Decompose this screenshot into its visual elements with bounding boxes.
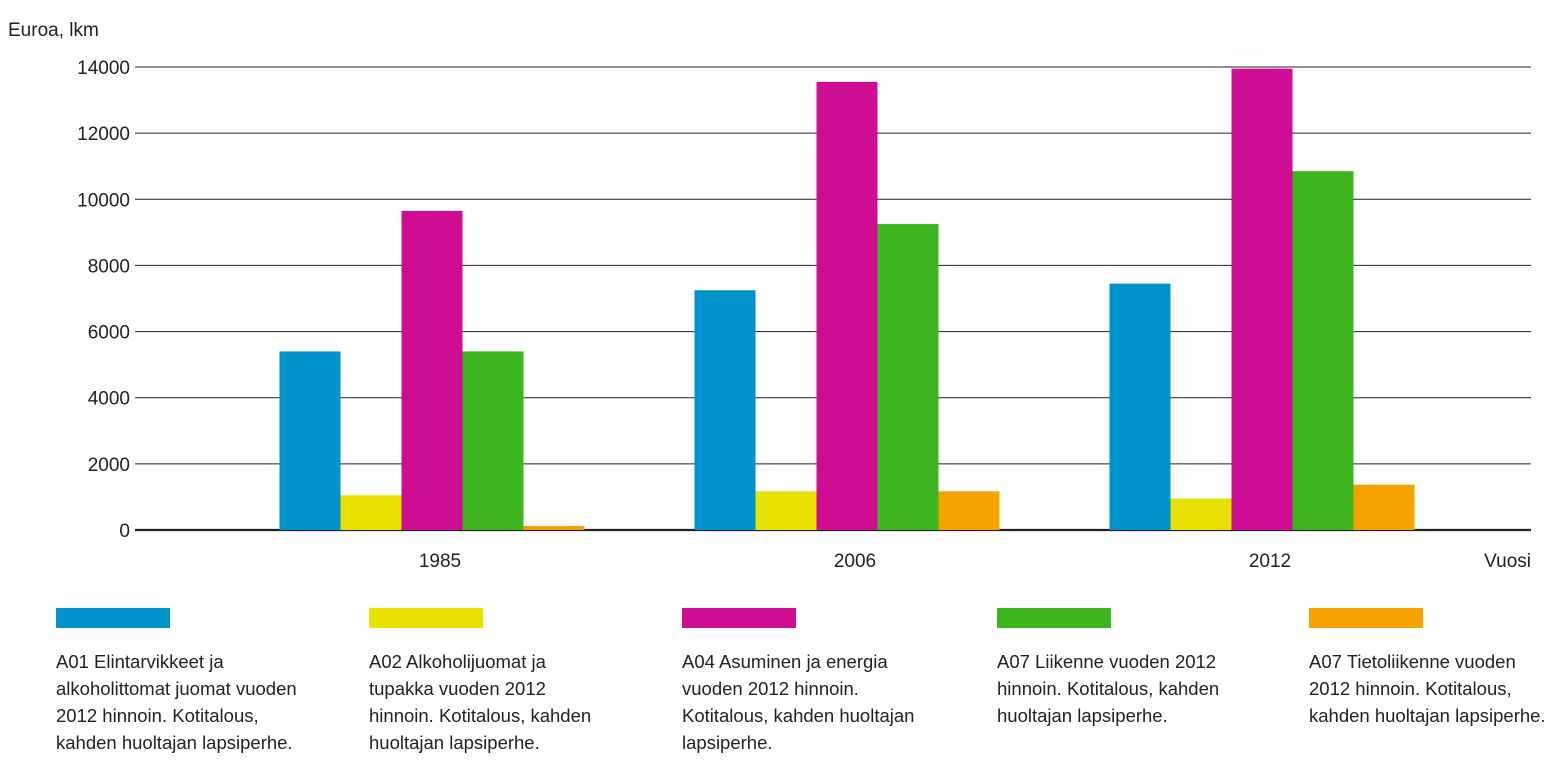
y-axis-title: Euroa, lkm [8,20,99,41]
bar-series-3-2006 [816,81,878,530]
bar-series-5-2006 [938,491,1000,530]
y-tick-label: 10000 [77,190,130,211]
y-tick-label: 6000 [88,323,130,344]
y-tick-label: 2000 [88,455,130,476]
x-tick-label: 2012 [1249,551,1291,572]
y-tick-label: 8000 [88,256,130,277]
y-tick-label: 0 [119,521,130,542]
legend-item: A01 Elintarvikkeet ja alkoholittomat juo… [56,608,301,756]
legend-label: A07 Tietoliikenne vuoden 2012 hinnoin. K… [1309,651,1546,726]
bar-series-3-2012 [1231,68,1293,531]
legend-label: A02 Alkoholijuomat ja tupakka vuoden 201… [369,651,592,753]
legend-swatch [1309,608,1423,628]
bars [279,68,1415,531]
bar-chart: Euroa, lkm 0 2000 4000 6000 8000 10000 12000 14… [8,20,1531,572]
legend-swatch [997,608,1111,628]
legend-label: A07 Liikenne vuoden 2012 hinnoin. Kotita… [997,651,1220,726]
bar-series-3-1985 [401,210,463,530]
y-tick-label: 12000 [77,124,130,145]
bar-series-1-2006 [694,290,756,530]
bar-series-2-1985 [340,495,402,530]
bar-series-4-2006 [877,224,939,530]
legend-item: A02 Alkoholijuomat ja tupakka vuoden 201… [369,608,614,756]
bar-series-2-2006 [755,491,817,530]
x-tick-label: 1985 [419,551,461,572]
x-tick-label: 2006 [834,551,876,572]
legend-item: A07 Tietoliikenne vuoden 2012 hinnoin. K… [1309,608,1554,729]
y-tick-labels: 0 2000 4000 6000 8000 10000 12000 14000 [77,58,130,542]
legend-item: A07 Liikenne vuoden 2012 hinnoin. Kotita… [997,608,1242,729]
y-tick-label: 4000 [88,389,130,410]
bar-series-5-1985 [523,526,585,530]
bar-series-4-2012 [1292,171,1354,531]
bar-series-5-2012 [1353,484,1415,530]
legend-item: A04 Asuminen ja energia vuoden 2012 hinn… [682,608,927,756]
legend-label: A01 Elintarvikkeet ja alkoholittomat juo… [56,651,297,753]
x-axis-title: Vuosi [1484,551,1531,572]
legend: A01 Elintarvikkeet ja alkoholittomat juo… [0,608,1557,772]
legend-swatch [56,608,170,628]
bar-series-1-2012 [1109,283,1171,530]
bar-series-4-1985 [462,351,524,530]
legend-swatch [369,608,483,628]
bar-series-1-1985 [279,351,341,530]
legend-label: A04 Asuminen ja energia vuoden 2012 hinn… [682,651,915,753]
x-tick-labels: 1985 2006 2012 [419,551,1291,572]
bar-series-2-2012 [1170,498,1232,530]
legend-swatch [682,608,796,628]
y-tick-label: 14000 [77,58,130,79]
